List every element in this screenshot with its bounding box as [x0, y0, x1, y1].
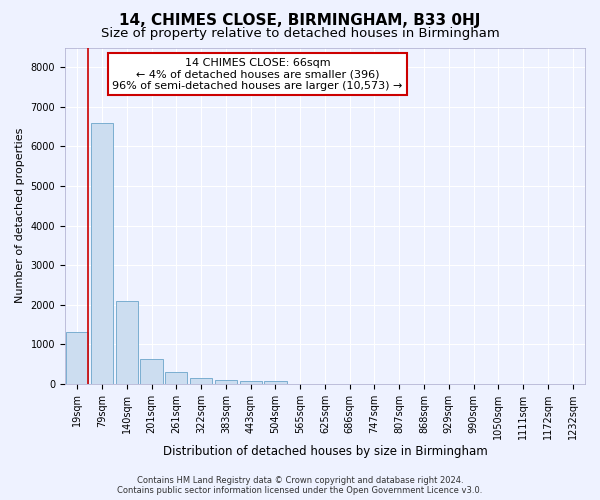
Bar [264, 380, 287, 384]
Text: 14 CHIMES CLOSE: 66sqm
← 4% of detached houses are smaller (396)
96% of semi-det: 14 CHIMES CLOSE: 66sqm ← 4% of detached … [112, 58, 403, 91]
Bar [165, 372, 187, 384]
Bar [215, 380, 237, 384]
Bar [91, 122, 113, 384]
Text: 14, CHIMES CLOSE, BIRMINGHAM, B33 0HJ: 14, CHIMES CLOSE, BIRMINGHAM, B33 0HJ [119, 12, 481, 28]
Bar [190, 378, 212, 384]
Y-axis label: Number of detached properties: Number of detached properties [15, 128, 25, 304]
Text: Contains HM Land Registry data © Crown copyright and database right 2024.
Contai: Contains HM Land Registry data © Crown c… [118, 476, 482, 495]
X-axis label: Distribution of detached houses by size in Birmingham: Distribution of detached houses by size … [163, 444, 487, 458]
Bar [239, 380, 262, 384]
Text: Size of property relative to detached houses in Birmingham: Size of property relative to detached ho… [101, 28, 499, 40]
Bar [140, 359, 163, 384]
Bar [116, 300, 138, 384]
Bar [66, 332, 88, 384]
